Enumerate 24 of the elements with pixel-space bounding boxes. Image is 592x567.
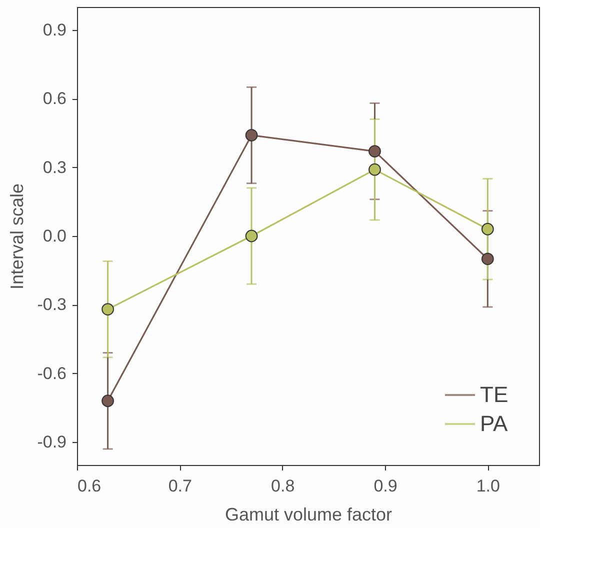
point: [481, 222, 494, 236]
x-tick-label: 0.6: [78, 476, 102, 496]
x-tick-label: 1.0: [476, 476, 500, 496]
y-tick-label: 0.6: [42, 89, 66, 108]
legend-label: PA: [480, 411, 508, 436]
x-tick-label: 0.7: [168, 476, 192, 496]
point: [102, 303, 114, 316]
point: [481, 252, 494, 266]
point: [368, 145, 381, 158]
y-tick-label: -0.9: [37, 432, 66, 452]
point: [245, 230, 258, 242]
legend-label: TE: [480, 382, 508, 407]
y-tick-label: -0.3: [37, 295, 66, 314]
point: [245, 129, 258, 142]
x-tick-label: 0.9: [374, 476, 398, 496]
x-tick-label: 0.8: [271, 476, 295, 496]
y-tick-label: 0.0: [42, 226, 66, 246]
y-axis-title: Interval scale: [7, 183, 28, 290]
y-tick-label: 0.3: [42, 158, 66, 177]
y-tick-label: 0.9: [42, 20, 66, 40]
point: [368, 163, 381, 176]
x-axis-title: Gamut volume factor: [224, 504, 392, 524]
point: [102, 394, 114, 408]
y-tick-label: -0.6: [37, 364, 66, 383]
